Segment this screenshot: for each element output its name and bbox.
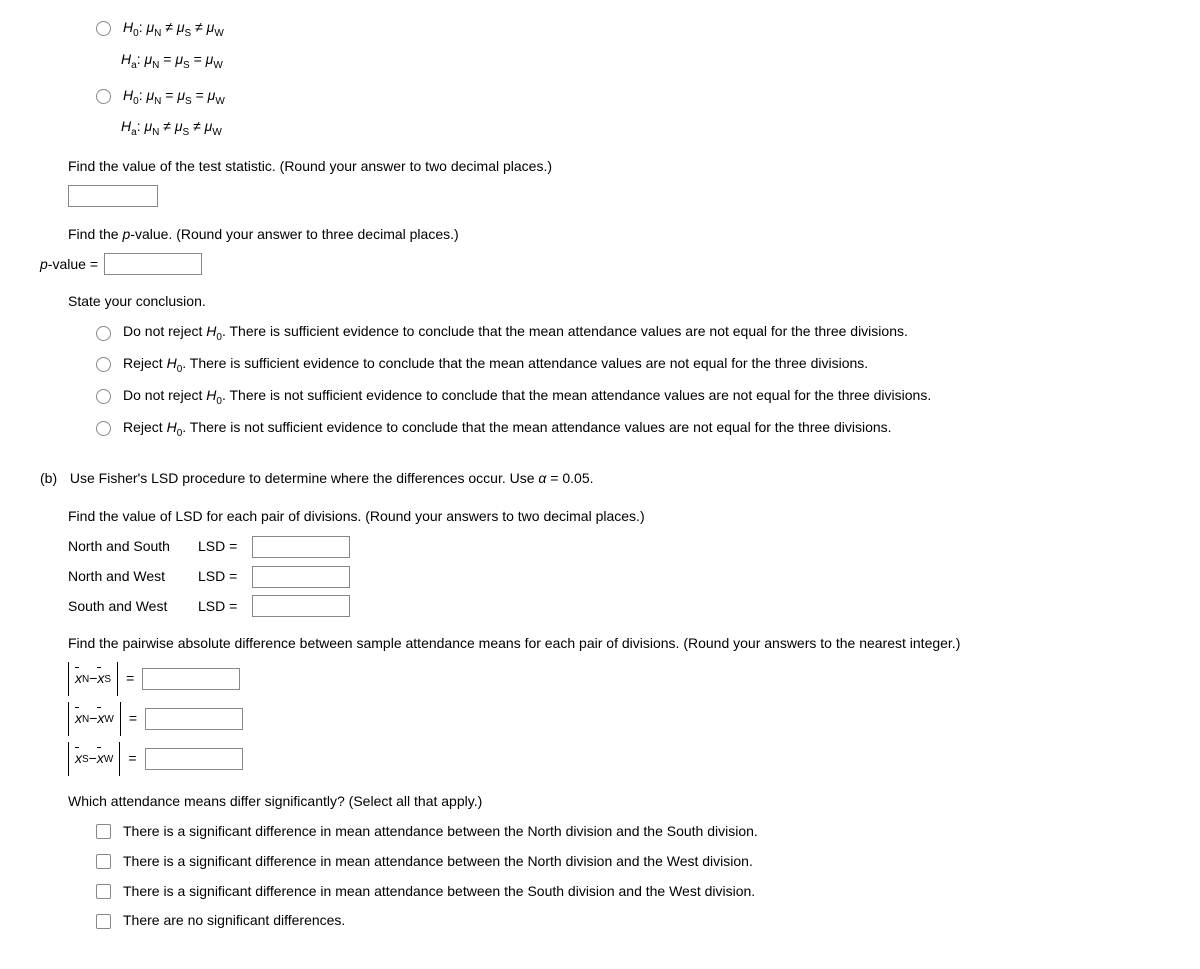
abs-sw-input[interactable] — [145, 748, 243, 770]
lsd-eq-3: LSD = — [198, 595, 252, 619]
conclusion-opt-1: Do not reject H0. There is sufficient ev… — [123, 320, 908, 346]
abs-sw: xS − xW — [68, 742, 120, 776]
diff-prompt: Find the pairwise absolute difference be… — [68, 632, 1160, 656]
abs-nw: xN − xW — [68, 702, 121, 736]
test-stat-input[interactable] — [68, 185, 158, 207]
lsd-nw-input[interactable] — [252, 566, 350, 588]
hypothesis-option-2-radio[interactable] — [96, 89, 111, 104]
pvalue-prompt: Find the p-value. (Round your answer to … — [68, 226, 459, 242]
sig-opt-3: There is a significant difference in mea… — [123, 880, 755, 904]
hypothesis-option-2-ha: Ha: μN ≠ μS ≠ μW — [121, 115, 222, 141]
lsd-sw-input[interactable] — [252, 595, 350, 617]
pair-ns: North and South — [68, 535, 198, 559]
sig-chk-3[interactable] — [96, 884, 111, 899]
sig-chk-4[interactable] — [96, 914, 111, 929]
eq-3: = — [128, 747, 136, 771]
fisher-prompt: Use Fisher's LSD procedure to determine … — [70, 470, 594, 486]
sig-opt-4: There are no significant differences. — [123, 909, 345, 933]
sig-opt-1: There is a significant difference in mea… — [123, 820, 758, 844]
hypothesis-option-1: H0: μN ≠ μS ≠ μW — [123, 16, 224, 42]
eq-2: = — [129, 707, 137, 731]
lsd-eq-1: LSD = — [198, 535, 252, 559]
conclusion-radio-1[interactable] — [96, 326, 111, 341]
eq-1: = — [126, 667, 134, 691]
which-prompt: Which attendance means differ significan… — [68, 790, 1160, 814]
hypothesis-option-2: H0: μN = μS = μW — [123, 84, 225, 110]
lsd-prompt: Find the value of LSD for each pair of d… — [68, 505, 1160, 529]
abs-ns: xN − xS — [68, 662, 118, 696]
conclusion-opt-3: Do not reject H0. There is not sufficien… — [123, 384, 931, 410]
hypothesis-option-1-ha: Ha: μN = μS = μW — [121, 48, 223, 74]
sig-chk-2[interactable] — [96, 854, 111, 869]
sig-chk-1[interactable] — [96, 824, 111, 839]
conclusion-radio-2[interactable] — [96, 357, 111, 372]
conclusion-radio-3[interactable] — [96, 389, 111, 404]
abs-ns-input[interactable] — [142, 668, 240, 690]
conclusion-prompt: State your conclusion. — [68, 290, 1160, 314]
part-b-label: (b) — [40, 467, 66, 491]
pvalue-label: p-value = — [40, 253, 98, 277]
test-stat-prompt: Find the value of the test statistic. (R… — [68, 155, 1160, 179]
conclusion-opt-2: Reject H0. There is sufficient evidence … — [123, 352, 868, 378]
pair-nw: North and West — [68, 565, 198, 589]
pvalue-input[interactable] — [104, 253, 202, 275]
lsd-ns-input[interactable] — [252, 536, 350, 558]
pair-sw: South and West — [68, 595, 198, 619]
sig-opt-2: There is a significant difference in mea… — [123, 850, 753, 874]
conclusion-opt-4: Reject H0. There is not sufficient evide… — [123, 416, 892, 442]
conclusion-radio-4[interactable] — [96, 421, 111, 436]
lsd-eq-2: LSD = — [198, 565, 252, 589]
abs-nw-input[interactable] — [145, 708, 243, 730]
hypothesis-option-1-radio[interactable] — [96, 21, 111, 36]
